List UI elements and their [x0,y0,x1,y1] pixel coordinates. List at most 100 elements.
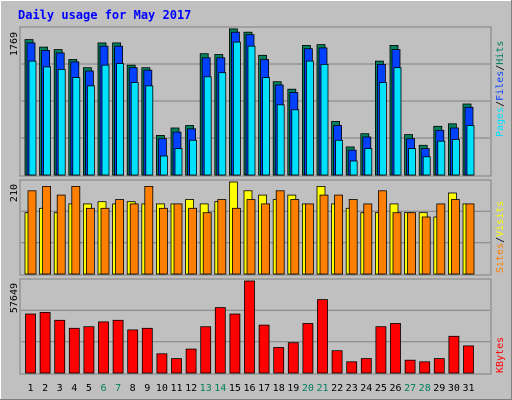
day-label: 16 [243,383,255,394]
sites-bar [465,203,475,275]
kbytes-bar [360,358,372,374]
pages-bar [320,64,329,176]
pages-bar [101,64,110,176]
sites-bar [100,207,110,275]
sites-bar [334,194,344,275]
day-label: 23 [346,383,358,394]
kbytes-bar [419,361,431,374]
sites-bar [144,185,154,275]
kbytes-bar [127,329,139,374]
day-label: 27 [404,383,416,394]
kbytes-bar [171,358,182,374]
kbytes-bar [273,347,285,374]
sites-bar [377,190,387,275]
sites-bar [217,199,227,275]
pages-bar [218,72,227,176]
pages-bar [203,76,212,176]
sites-bar [304,203,314,275]
day-label: 11 [170,383,182,394]
legend-sep: / [495,101,506,107]
pages-bar [393,67,402,176]
top-legend: Pages/Files/Hits [495,41,506,137]
day-label: 15 [229,383,241,394]
day-label: 10 [156,383,168,394]
day-label: 30 [448,383,460,394]
day-label: 28 [419,383,431,394]
sites-bar [392,212,402,275]
day-label: 24 [360,383,372,394]
top-ymax-label: 1769 [9,32,20,56]
kbytes-bar [244,280,255,374]
sites-bar [42,185,51,275]
kbytes-bar [83,326,95,374]
pages-bar [349,160,358,176]
pages-bar [130,82,139,176]
pages-bar [276,104,285,176]
day-label: 6 [100,383,106,394]
legend-sep: / [495,65,506,71]
kbytes-bar [25,313,36,374]
kbytes-bar [112,319,124,374]
kbytes-bar [68,327,80,374]
mid-ymax-label: 210 [9,184,20,202]
pages-bar [87,85,95,176]
bot-legend: KBytes [495,337,506,373]
legend-sep: / [495,237,506,243]
pages-bar [189,139,198,176]
day-label: 26 [389,383,401,394]
pages-bar [437,140,446,176]
day-label: 19 [287,383,299,394]
pages-bar [335,139,344,176]
pages-bar [378,82,387,176]
sites-bar [86,207,95,275]
sites-bar [348,199,358,275]
day-label: 13 [200,383,212,394]
day-label: 8 [130,383,136,394]
kbytes-bar [229,313,241,374]
day-label: 17 [258,383,270,394]
sites-bar [173,203,183,275]
pages-bar [451,139,460,176]
day-label: 3 [57,383,63,394]
mid-legend: Sites/Visits [495,201,506,273]
pages-bar [262,77,271,176]
kbytes-bar [54,319,66,374]
kbytes-bar [404,359,416,374]
day-label: 1 [27,383,33,394]
sites-bar [202,212,212,275]
kbytes-bar [98,321,109,374]
kbytes-bar [390,323,401,374]
pages-bar [232,41,241,176]
day-label: 20 [302,383,314,394]
pages-bar [408,148,417,176]
sites-bar [275,190,285,275]
legend-pages: Pages [495,107,506,137]
sites-bar [436,203,446,275]
kbytes-bar [200,326,212,374]
day-label: 25 [375,383,387,394]
pages-bar [466,125,475,176]
pages-bar [247,45,256,176]
pages-bar [43,66,51,176]
day-label: 14 [214,383,226,394]
sites-bar [158,207,168,275]
sites-bar [363,203,373,275]
day-label: 4 [71,383,77,394]
legend-files: Files [495,71,506,101]
chart-title: Daily usage for May 2017 [18,8,191,22]
bot-ymax-label: 57649 [9,283,20,313]
pages-bar [145,85,154,176]
kbytes-bar [302,323,314,374]
day-label: 9 [144,383,150,394]
legend-sites: Sites [495,243,506,273]
legend-kbytes: KBytes [495,337,506,373]
kbytes-bar [433,358,445,374]
day-label: 2 [42,383,48,394]
kbytes-bar [185,348,197,374]
pages-bar [159,155,168,176]
kbytes-bar [331,350,343,374]
sites-bar [421,216,431,275]
pages-bar [57,69,66,176]
kbytes-bar [346,361,358,374]
